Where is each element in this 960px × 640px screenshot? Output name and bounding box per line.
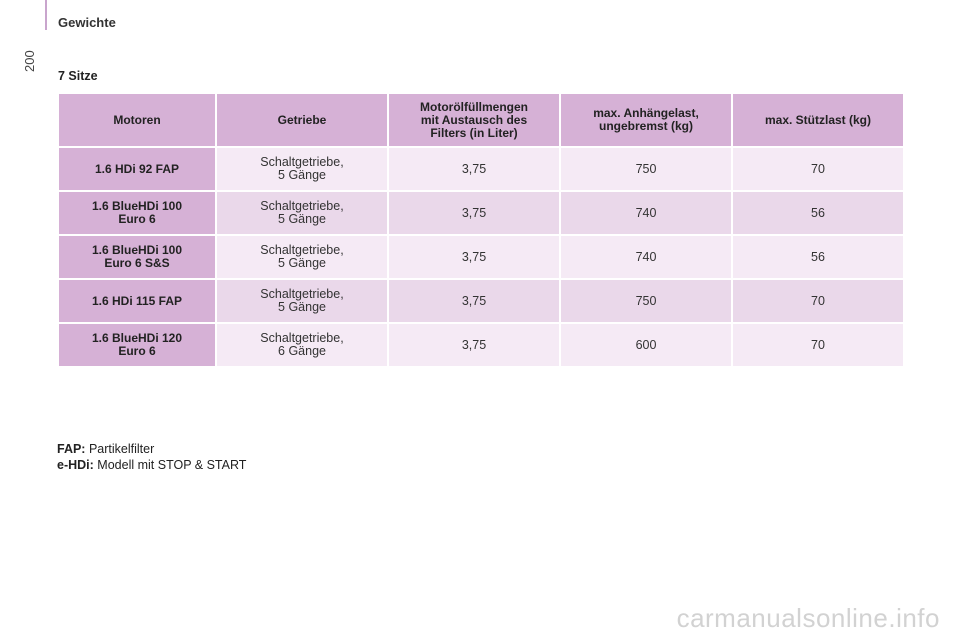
- header-line: Filters (in Liter): [430, 125, 518, 140]
- column-header-anhaengelast: max. Anhängelast, ungebremst (kg): [559, 92, 733, 148]
- getriebe-cell: Schaltgetriebe, 6 Gänge: [215, 322, 389, 368]
- table-row: 1.6 HDi 115 FAP Schaltgetriebe, 5 Gänge …: [57, 278, 905, 324]
- getriebe-cell: Schaltgetriebe, 5 Gänge: [215, 278, 389, 324]
- getriebe-line: Schaltgetriebe,: [260, 155, 344, 169]
- motor-cell: 1.6 HDi 115 FAP: [57, 278, 217, 324]
- oel-cell: 3,75: [387, 146, 561, 192]
- footnote-text: Partikelfilter: [88, 442, 155, 456]
- footnote-fap: FAP: Partikelfilter: [57, 441, 246, 457]
- footnote-ehdi: e-HDi: Modell mit STOP & START: [57, 457, 246, 473]
- motor-line: Euro 6 S&S: [104, 256, 170, 270]
- getriebe-line: 5 Gänge: [278, 168, 326, 182]
- header-line: ungebremst (kg): [598, 119, 693, 133]
- column-header-stuetzlast: max. Stützlast (kg): [731, 92, 905, 148]
- getriebe-line: Schaltgetriebe,: [260, 331, 344, 345]
- getriebe-line: Schaltgetriebe,: [260, 243, 344, 257]
- stuetzlast-cell: 56: [731, 190, 905, 236]
- motor-line: 1.6 HDi 115 FAP: [91, 293, 183, 308]
- footnote-key: e-HDi:: [57, 458, 94, 472]
- stuetzlast-cell: 70: [731, 146, 905, 192]
- page-number: 200: [22, 50, 37, 72]
- oel-cell: 3,75: [387, 234, 561, 280]
- motor-line: Euro 6: [118, 212, 156, 226]
- stuetzlast-cell: 70: [731, 278, 905, 324]
- getriebe-line: 5 Gänge: [278, 256, 326, 270]
- motor-cell: 1.6 BlueHDi 100 Euro 6 S&S: [57, 234, 217, 280]
- section-title: Gewichte: [58, 15, 116, 30]
- motor-line: 1.6 BlueHDi 100: [91, 199, 183, 213]
- getriebe-cell: Schaltgetriebe, 5 Gänge: [215, 146, 389, 192]
- table-subtitle: 7 Sitze: [58, 69, 98, 83]
- header-line: Motorölfüllmengen: [420, 99, 528, 114]
- oel-cell: 3,75: [387, 322, 561, 368]
- anhaengelast-cell: 740: [559, 234, 733, 280]
- footnote-key: FAP:: [57, 442, 86, 456]
- motor-cell: 1.6 BlueHDi 100 Euro 6: [57, 190, 217, 236]
- stuetzlast-cell: 56: [731, 234, 905, 280]
- motor-line: 1.6 BlueHDi 100: [91, 243, 183, 257]
- column-header-motoren: Motoren: [57, 92, 217, 148]
- stuetzlast-cell: 70: [731, 322, 905, 368]
- motor-line: Euro 6: [118, 344, 156, 358]
- header-line: Getriebe: [277, 112, 327, 127]
- getriebe-line: 6 Gänge: [278, 344, 326, 358]
- table-row: 1.6 BlueHDi 100 Euro 6 S&S Schaltgetrieb…: [57, 234, 905, 280]
- anhaengelast-cell: 740: [559, 190, 733, 236]
- anhaengelast-cell: 750: [559, 278, 733, 324]
- anhaengelast-cell: 600: [559, 322, 733, 368]
- table-row: 1.6 HDi 92 FAP Schaltgetriebe, 5 Gänge 3…: [57, 146, 905, 192]
- section-accent-rule: [45, 0, 47, 30]
- getriebe-line: Schaltgetriebe,: [260, 287, 344, 301]
- getriebe-line: Schaltgetriebe,: [260, 199, 344, 213]
- header-line: mit Austausch des: [420, 112, 528, 127]
- weights-table: Motoren Getriebe Motorölfüllmengen mit A…: [57, 92, 905, 368]
- table-row: 1.6 BlueHDi 100 Euro 6 Schaltgetriebe, 5…: [57, 190, 905, 236]
- motor-cell: 1.6 HDi 92 FAP: [57, 146, 217, 192]
- footnotes: FAP: Partikelfilter e-HDi: Modell mit ST…: [57, 441, 246, 473]
- motor-cell: 1.6 BlueHDi 120 Euro 6: [57, 322, 217, 368]
- table-header-row: Motoren Getriebe Motorölfüllmengen mit A…: [57, 92, 905, 148]
- anhaengelast-cell: 750: [559, 146, 733, 192]
- getriebe-cell: Schaltgetriebe, 5 Gänge: [215, 190, 389, 236]
- column-header-getriebe: Getriebe: [215, 92, 389, 148]
- footnote-text: Modell mit STOP & START: [97, 458, 247, 472]
- watermark: carmanualsonline.info: [676, 603, 940, 633]
- getriebe-line: 5 Gänge: [278, 212, 326, 226]
- header-line: max. Anhängelast,: [593, 106, 699, 120]
- motor-line: 1.6 HDi 92 FAP: [94, 161, 180, 176]
- getriebe-cell: Schaltgetriebe, 5 Gänge: [215, 234, 389, 280]
- oel-cell: 3,75: [387, 278, 561, 324]
- oel-cell: 3,75: [387, 190, 561, 236]
- getriebe-line: 5 Gänge: [278, 300, 326, 314]
- header-line: max. Stützlast (kg): [764, 112, 872, 127]
- column-header-oelfuellmengen: Motorölfüllmengen mit Austausch des Filt…: [387, 92, 561, 148]
- header-line: Motoren: [113, 112, 161, 127]
- table-row: 1.6 BlueHDi 120 Euro 6 Schaltgetriebe, 6…: [57, 322, 905, 368]
- motor-line: 1.6 BlueHDi 120: [91, 331, 183, 345]
